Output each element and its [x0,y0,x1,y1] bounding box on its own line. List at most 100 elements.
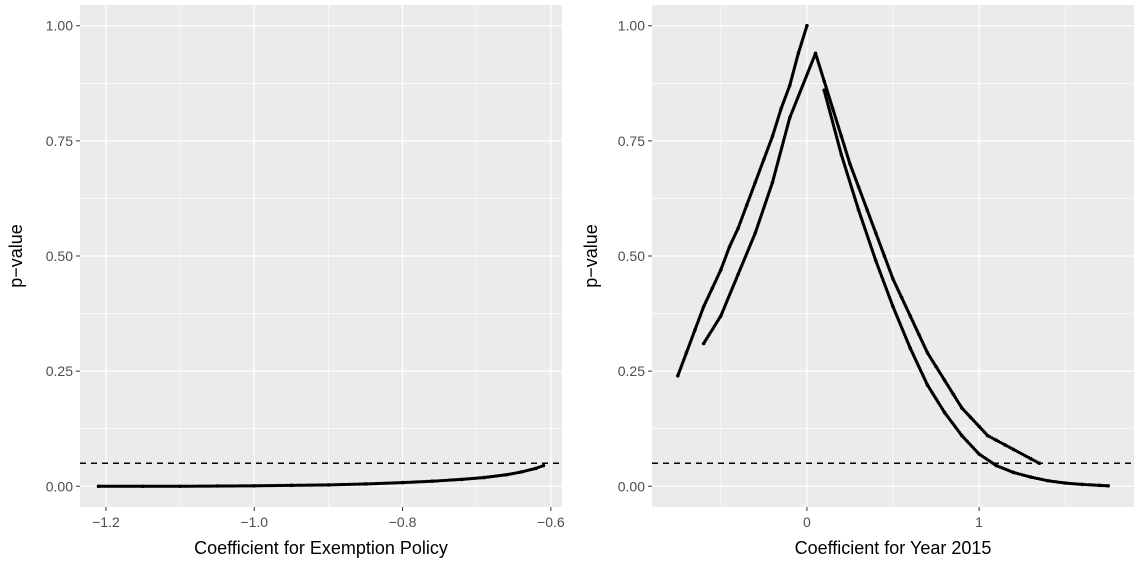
panel2-data-point [727,247,731,251]
panel1-x-tick-label: −0.6 [537,514,565,530]
panel2-data-point [924,349,929,353]
panel2-y-axis-title: p−value [581,224,601,288]
panel2-data-point [770,136,774,140]
panel1-data-point [480,476,484,480]
panel2-data-point [692,330,696,334]
panel2-data-point [821,77,826,81]
panel2-y-tick-label: 0.50 [618,248,645,264]
panel2-data-point [787,85,791,90]
panel2-data-point [684,353,688,357]
panel1-x-axis-title: Coefficient for Exemption Policy [194,538,448,558]
panel2-data-point [761,159,765,163]
panel1-y-tick-label: 1.00 [46,18,73,34]
panel2-data-point [718,270,722,274]
panel2-data-point [744,205,748,209]
panel1-x-tick-label: −1.2 [92,514,120,530]
panel2-data-point [839,151,843,155]
panel1-y-tick-label: 0.50 [46,248,73,264]
panel2-y-tick-label: 0.25 [618,363,645,379]
panel2-data-point [718,315,722,320]
panel1-y-axis-title: p−value [6,224,26,288]
panel2-data-point [735,228,739,232]
panel2-data-point [941,377,946,381]
panel1-data-point [139,484,143,488]
panel2-data-point [701,306,705,311]
panel2-data-point [967,414,971,418]
panel1-y-tick-label: 0.75 [46,133,73,149]
panel1-data-point [502,473,506,477]
panel1-data-point [287,483,291,487]
panel1-data-point [532,467,536,471]
panel2-data-point [873,257,877,261]
panel2-data-point [959,432,963,436]
panel1-data-point [536,465,541,469]
panel2-data-point [830,105,834,109]
panel2-y-tick-label: 0.75 [618,133,645,149]
panel2-data-point [787,118,791,122]
panel1-y-tick-label: 0.25 [46,363,73,379]
panel2-data-point [856,183,860,187]
panel2-data-point [933,363,937,367]
panel2-x-tick-label: 1 [975,514,983,530]
panel1-data-point [361,482,366,486]
panel2-points [676,23,1110,488]
panel2-y-tick-label: 1.00 [618,18,645,34]
panel2-data-point [984,432,988,436]
panel2-data-point [1009,446,1013,450]
panel2-data-point [864,206,869,210]
panel2-data-point [1104,484,1108,488]
panel1-data-point [428,479,432,483]
panel2-data-point [1061,481,1065,485]
panel2-data-point [950,390,954,395]
panel2-data-point [856,206,860,210]
panel1-x-tick-label: −1.0 [240,514,268,530]
panel2-data-point [1009,470,1014,474]
panel1-data-point [517,470,521,474]
panel2-data-point [1044,478,1048,482]
panel2-data-point [778,108,783,113]
panel2-data-point [907,312,911,316]
panel2-data-point [847,160,851,164]
panel2-data-point [882,252,886,256]
panel2: 0.00 0.25 0.50 0.75 1.00 0 1 Coefficient for Ye… [581,5,1134,558]
panel2-data-point [941,409,946,413]
panel2-data-point [1026,474,1031,479]
panel2-x-tick-label: 0 [803,514,811,530]
panel2-data-point [752,182,757,186]
panel2-data-point [873,229,877,233]
panel2-y-tick-label: 0.00 [618,478,645,494]
panel1-data-point [213,484,217,488]
panel1-data-point [539,464,543,469]
panel1: 0.00 0.25 0.50 0.75 1.00 −1.2 −1.0 −0.8 −0.6 Coef… [6,5,565,558]
panel2-data-point [752,233,757,237]
panel2-data-point [907,344,912,348]
panel2-data-point [1001,442,1005,446]
panel1-data-point [398,481,403,485]
panel2-data-point [890,303,894,307]
panel2-x-axis-title: Coefficient for Year 2015 [795,538,992,558]
panel2-data-point [992,437,996,441]
panel2-data-point [1095,483,1100,487]
panel2-data-point [1078,482,1082,486]
panel2-data-point [924,381,929,385]
panel2-data-point [890,275,894,279]
panel2-data-point [916,330,920,335]
panel2-data-point [976,450,980,455]
panel2-data-point [839,132,843,136]
panel1-data-point [458,477,462,482]
panel2-data-point [804,26,808,30]
panel1-data-point [324,483,328,487]
panel2-data-point [709,288,713,292]
panel2-data-point [735,274,739,278]
panel1-x-tick-label: −0.8 [389,514,417,530]
panel1-data-point [250,484,254,488]
panel2-data-point [976,423,980,427]
panel2-data-point [770,182,774,186]
panel1-y-tick-label: 0.00 [46,478,73,494]
panel2-data-point [959,404,963,408]
panel2-data-point [1027,456,1031,460]
panel2-data-point [796,53,800,57]
panel2-data-point [899,294,903,298]
panel1-points [96,463,546,489]
